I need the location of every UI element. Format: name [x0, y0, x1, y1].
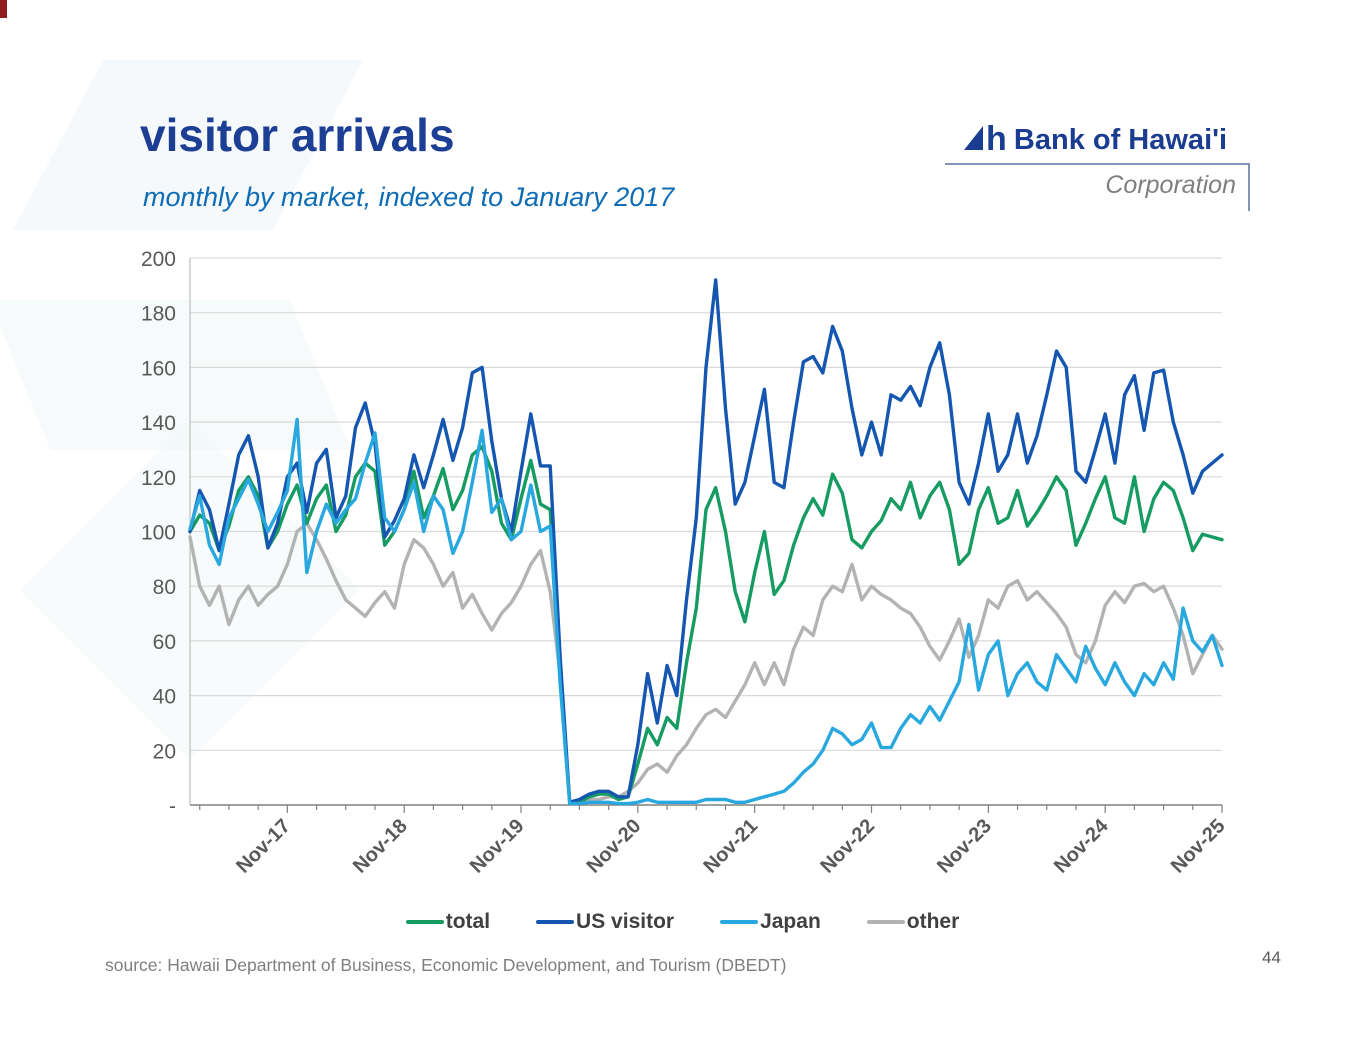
legend-swatch: [866, 920, 905, 924]
series-line-japan: [188, 417, 1224, 806]
x-tick-label: Nov-19: [466, 815, 529, 878]
legend-item-us-visitor: US visitor: [536, 910, 674, 934]
x-tick-label: Nov-22: [816, 815, 879, 878]
logo-rule-end: [1248, 165, 1250, 211]
x-tick-label: Nov-21: [699, 815, 762, 878]
series-line-us-visitor: [188, 278, 1224, 804]
legend-label: other: [906, 910, 960, 933]
logo-corporation-label: Corporation: [1105, 171, 1236, 199]
x-tick-label: Nov-23: [933, 815, 996, 878]
bank-of-hawaii-logo: h Bank of Hawai'i Corporation: [945, 120, 1250, 211]
series-line-other: [188, 521, 1224, 804]
x-tick-label: Nov-25: [1167, 815, 1230, 878]
bank-of-hawaii-triangle-h-icon: h: [962, 120, 1007, 158]
series-line-total: [188, 445, 1224, 804]
source-note: source: Hawaii Department of Business, E…: [105, 955, 787, 975]
legend-label: US visitor: [576, 910, 675, 933]
y-tick-label: 80: [153, 576, 176, 599]
slide-title: visitor arrivals: [140, 109, 455, 161]
y-tick-label: 120: [141, 467, 176, 490]
legend-label: Japan: [760, 910, 821, 933]
y-tick-label: -: [169, 795, 176, 818]
y-tick-label: 60: [153, 631, 176, 654]
y-tick-label: 200: [141, 248, 176, 271]
slide-corner-artifact: [0, 0, 7, 18]
page-number: 44: [1262, 948, 1281, 967]
legend-item-japan: Japan: [720, 910, 821, 934]
y-tick-label: 140: [141, 412, 176, 435]
y-tick-label: 180: [141, 303, 176, 326]
y-tick-label: 40: [153, 686, 176, 709]
logo-bank-name: Bank of Hawai'i: [1013, 124, 1228, 156]
legend-label: total: [445, 910, 491, 933]
x-tick-label: Nov-20: [583, 815, 646, 878]
legend-swatch: [405, 920, 444, 924]
legend-swatch: [720, 920, 759, 924]
line-chart: 200 180 160 140 120 100 80 60 40 20 - Nov-17 Nov-18 N…: [141, 248, 1230, 878]
y-tick-label: 20: [153, 740, 176, 763]
x-tick-label: Nov-17: [232, 815, 295, 878]
y-tick-label: 160: [141, 357, 176, 380]
legend-item-other: other: [866, 910, 960, 934]
legend-swatch: [536, 920, 575, 924]
x-tick-label: Nov-18: [349, 815, 412, 878]
svg-text:h: h: [986, 120, 1006, 152]
logo-rule: [945, 163, 1250, 211]
slide-subtitle: monthly by market, indexed to January 20…: [143, 182, 675, 212]
chart-legend: total US visitor Japan other: [0, 910, 1365, 934]
legend-item-total: total: [405, 910, 491, 934]
x-tick-label: Nov-24: [1050, 814, 1113, 877]
y-tick-label: 100: [141, 522, 176, 545]
